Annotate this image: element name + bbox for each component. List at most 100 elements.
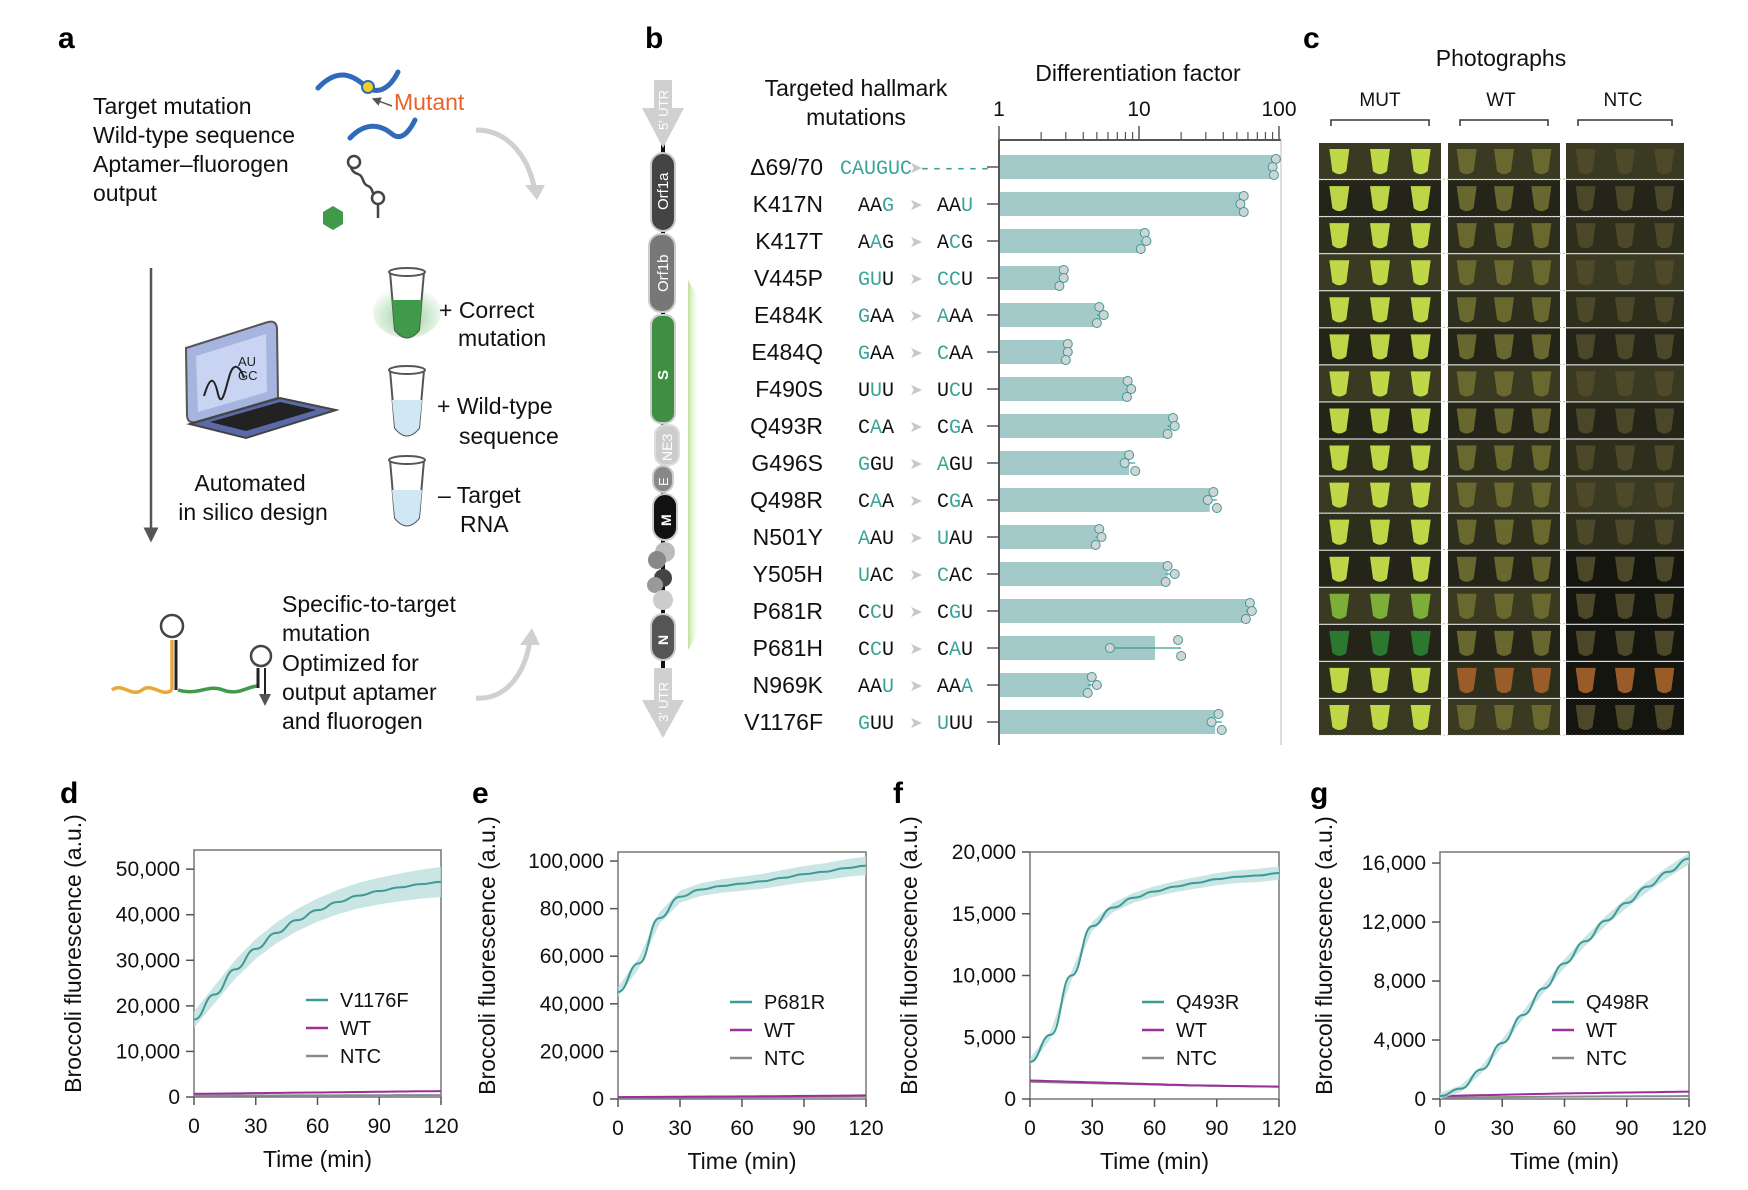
sample-tube <box>1654 408 1675 434</box>
nucleotide: G <box>858 713 870 736</box>
svg-text:Orf1a: Orf1a <box>655 172 672 210</box>
line-chart-d: 0 10,000 20,000 30,000 40,000 50,000 0 30 60 90 12… <box>60 814 459 1172</box>
panel-label-f: f <box>893 777 904 810</box>
legend-label-ntc: NTC <box>764 1048 805 1070</box>
photographs-grid: MUT WT NTC <box>1319 90 1684 736</box>
x-tick-label: 10 <box>1127 98 1150 121</box>
curved-arrow-bottom <box>475 639 533 701</box>
nucleotide: A <box>870 676 882 699</box>
laptop-au-text: AU <box>238 354 256 369</box>
confidence-band-q498r <box>1440 852 1689 1100</box>
nucleotide: A <box>858 195 870 218</box>
x-tick-label: 30 <box>1081 1117 1104 1140</box>
sample-tube <box>1410 371 1431 397</box>
nucleotide: U <box>882 380 894 403</box>
mutations-header-line-2: mutations <box>806 104 906 130</box>
nucleotide: U <box>949 713 961 736</box>
nucleotide: U <box>882 602 894 625</box>
replicate-point <box>1091 318 1102 328</box>
nucleotide: U <box>961 454 973 477</box>
line-charts: 0 10,000 20,000 30,000 40,000 50,000 0 30 60 90 12… <box>60 814 1707 1174</box>
nucleotide: A <box>852 158 864 181</box>
tube-ntc-line-2: RNA <box>460 511 509 537</box>
mutation-label: K417T <box>755 228 823 254</box>
nucleotide: A <box>870 565 882 588</box>
y-tick-label: 10,000 <box>952 965 1016 988</box>
nucleotide: C <box>949 380 961 403</box>
genome-segment-5utr: 5′ UTR <box>642 80 684 148</box>
nucleotide: C <box>937 417 949 440</box>
sample-tube <box>1494 482 1514 508</box>
y-tick-label: 8,000 <box>1373 970 1426 993</box>
sample-tube <box>1615 630 1635 656</box>
nucleotide: C <box>949 232 961 255</box>
replicate-point <box>1094 302 1105 312</box>
replicate-point <box>1090 540 1101 550</box>
sample-tube <box>1410 186 1431 212</box>
mutant-strand-icon <box>315 69 401 93</box>
legend-label-wt: WT <box>1176 1020 1207 1042</box>
legend-label-v1176f: V1176F <box>340 990 409 1012</box>
sample-tube <box>1456 223 1477 249</box>
x-tick-label: 100 <box>1261 98 1296 121</box>
series-line-q493r <box>1029 871 1280 1063</box>
sample-tube <box>1456 630 1477 656</box>
mutations-header-line-1: Targeted hallmark <box>765 75 948 101</box>
y-tick-label: 40,000 <box>116 904 180 927</box>
codon-to: AGU <box>937 454 973 477</box>
sample-tube <box>1329 593 1350 619</box>
x-tick-label: 90 <box>1615 1117 1638 1140</box>
sample-tube <box>1654 334 1675 360</box>
sample-tube <box>1494 371 1514 397</box>
sample-tube <box>1494 223 1514 249</box>
series-line-p681r <box>617 864 867 993</box>
nucleotide: - <box>919 158 931 181</box>
codon-to: CCU <box>937 269 973 292</box>
sample-tube <box>1531 334 1552 360</box>
nucleotide: U <box>870 269 882 292</box>
aptamer-loop-icon <box>346 154 362 170</box>
sample-tube <box>1456 482 1477 508</box>
svg-text:3′ UTR: 3′ UTR <box>656 682 671 722</box>
y-tick-label: 30,000 <box>116 949 180 972</box>
replicate-point <box>1216 725 1227 735</box>
sample-tube <box>1494 149 1514 175</box>
x-tick-label: 60 <box>730 1117 753 1140</box>
codon-from: UUU <box>858 380 894 403</box>
nucleotide: G <box>870 454 882 477</box>
sample-tube <box>1370 519 1390 545</box>
x-tick-label: 1 <box>993 98 1005 121</box>
y-tick-label: 80,000 <box>540 898 604 921</box>
sample-tube <box>1410 630 1431 656</box>
codon-from: GAA <box>858 343 894 366</box>
nucleotide: G <box>882 232 894 255</box>
nucleotide: A <box>882 417 894 440</box>
nucleotide: C <box>937 639 949 662</box>
confidence-band-q493r <box>1030 866 1279 1066</box>
nucleotide: A <box>937 232 949 255</box>
sample-tube <box>1370 408 1390 434</box>
series-line-wt <box>617 1094 867 1099</box>
sample-tube <box>1654 260 1675 286</box>
codon-arrow: ➤ <box>909 456 922 473</box>
x-tick-label: 90 <box>368 1115 391 1138</box>
replicate-point <box>1082 688 1093 698</box>
x-tick-label: 60 <box>306 1115 329 1138</box>
sample-tube <box>1370 334 1390 360</box>
legend-label-wt: WT <box>1586 1020 1617 1042</box>
replicate-point <box>1211 503 1222 513</box>
sample-tube <box>1615 482 1635 508</box>
sample-tube <box>1410 408 1431 434</box>
mutation-label: Y505H <box>753 561 823 587</box>
sample-tube <box>1494 593 1514 619</box>
legend-aptamer: Aptamer–fluorogen <box>93 151 289 177</box>
sample-tube <box>1494 519 1514 545</box>
sample-tube <box>1654 149 1675 175</box>
codon-from: AAU <box>858 528 894 551</box>
tube-correct-line-2: mutation <box>458 325 546 351</box>
codon-arrow: ➤ <box>909 715 922 732</box>
codon-to: CAC <box>937 565 973 588</box>
codon-arrow: ➤ <box>909 271 922 288</box>
sample-tube <box>1654 297 1675 323</box>
panel-label-g: g <box>1310 777 1328 810</box>
